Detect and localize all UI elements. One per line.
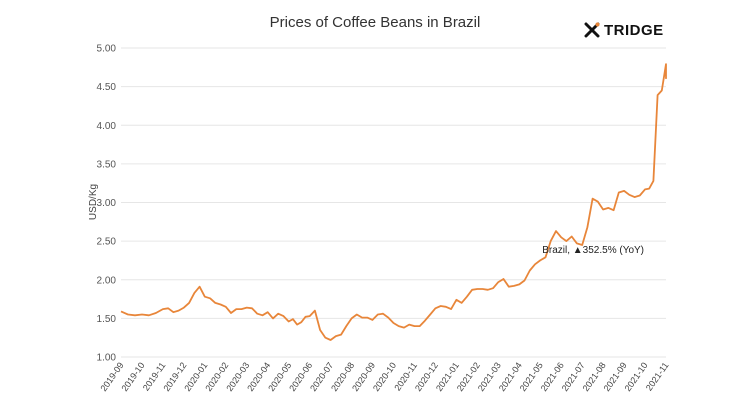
y-axis-label: USD/Kg xyxy=(88,184,99,220)
tridge-cross-icon xyxy=(584,22,600,38)
grid-lines xyxy=(121,47,666,358)
y-tick-label: 4.00 xyxy=(97,121,117,132)
y-axis-ticks: 1.00 1.50 2.00 2.50 3.00 3.50 4.00 4.50 5.00 xyxy=(97,44,117,364)
y-tick-label: 2.50 xyxy=(97,237,117,248)
y-tick-label: 1.50 xyxy=(97,314,117,325)
y-tick-label: 3.50 xyxy=(97,159,117,170)
x-axis-ticks: 2019-092019-102019-112019-122020-012020-… xyxy=(99,360,671,393)
series-annotation: Brazil, ▲352.5% (YoY) xyxy=(542,245,644,256)
logo-text: TRIDGE xyxy=(604,21,664,39)
y-tick-label: 5.00 xyxy=(97,44,117,55)
chart-title: Prices of Coffee Beans in Brazil xyxy=(269,14,481,31)
y-tick-label: 1.00 xyxy=(97,353,117,364)
y-tick-label: 3.00 xyxy=(97,198,117,209)
y-tick-label: 4.50 xyxy=(97,82,117,93)
series-line-brazil xyxy=(120,63,667,341)
tridge-logo: TRIDGE xyxy=(584,20,664,40)
y-tick-label: 2.00 xyxy=(97,275,117,286)
